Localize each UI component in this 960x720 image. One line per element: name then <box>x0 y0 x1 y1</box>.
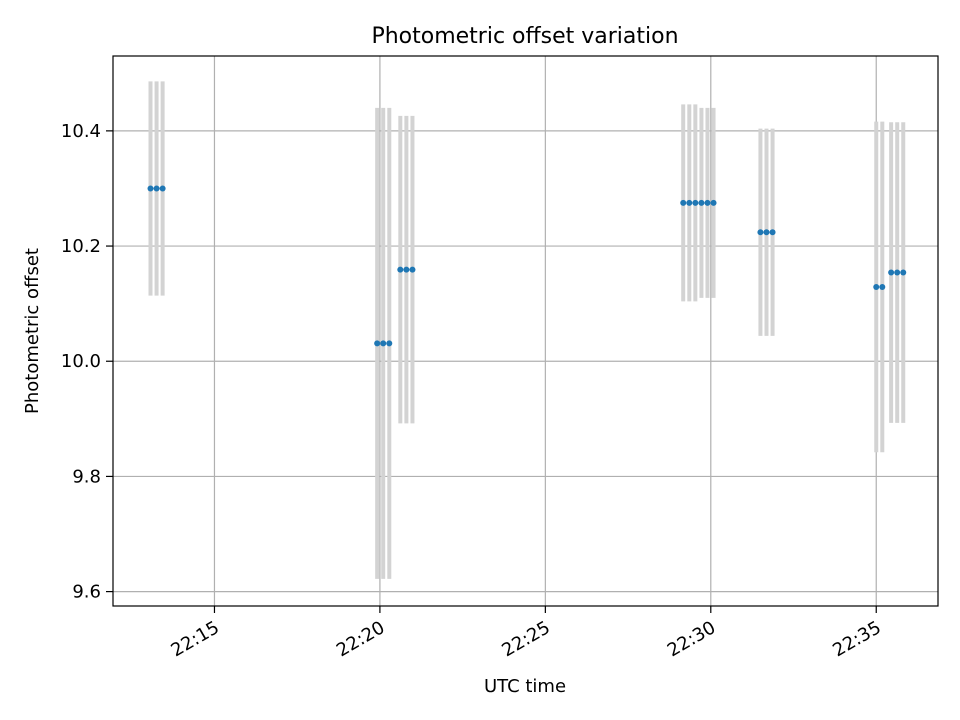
chart-title: Photometric offset variation <box>371 24 678 49</box>
data-point <box>698 199 705 206</box>
data-points <box>147 185 907 347</box>
data-point <box>380 340 387 347</box>
y-tick-label: 10.4 <box>61 121 101 142</box>
data-point <box>710 199 717 206</box>
plot-area <box>113 56 938 606</box>
y-tick-label: 10.0 <box>61 351 101 372</box>
y-axis-label: Photometric offset <box>22 248 43 414</box>
y-tick-label: 9.6 <box>72 582 101 603</box>
grid <box>113 56 938 606</box>
data-point <box>873 283 880 290</box>
plot-frame <box>112 55 939 607</box>
data-point <box>159 185 166 192</box>
data-point <box>409 266 416 273</box>
data-point <box>769 229 776 236</box>
data-point <box>403 266 410 273</box>
data-point <box>686 199 693 206</box>
data-point <box>692 199 699 206</box>
data-point <box>879 283 886 290</box>
y-axis-ticks: 9.6 9.8 10.0 10.2 10.4 <box>61 121 113 603</box>
x-axis-label: UTC time <box>484 676 566 697</box>
data-point <box>757 229 764 236</box>
y-tick-label: 10.2 <box>61 236 101 257</box>
data-point <box>153 185 160 192</box>
data-point <box>704 199 711 206</box>
data-point <box>397 266 404 273</box>
data-point <box>900 269 907 276</box>
data-point <box>680 199 687 206</box>
data-point <box>888 269 895 276</box>
data-point <box>763 229 770 236</box>
data-point <box>386 340 393 347</box>
data-point <box>374 340 381 347</box>
y-tick-label: 9.8 <box>72 466 101 487</box>
data-point <box>894 269 901 276</box>
data-point <box>147 185 154 192</box>
